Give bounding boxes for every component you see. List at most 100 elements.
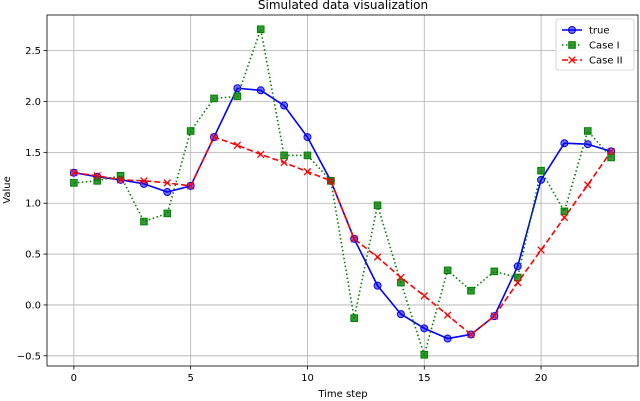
data-point — [140, 217, 148, 226]
data-point — [513, 278, 522, 287]
marker-stroke — [163, 179, 172, 187]
data-point — [280, 151, 288, 160]
data-point — [467, 330, 475, 339]
data-point — [256, 25, 265, 34]
data-point — [560, 139, 569, 148]
data-point — [280, 158, 288, 167]
data-point — [443, 311, 452, 319]
x-tick-label: 10 — [301, 373, 314, 384]
data-point — [327, 177, 335, 185]
data-point — [583, 140, 592, 149]
data-point — [397, 273, 405, 282]
marker-stroke — [210, 133, 218, 141]
data-point — [490, 312, 499, 320]
data-point — [280, 101, 289, 110]
data-point — [373, 281, 382, 290]
legend-marker — [568, 56, 576, 64]
marker-stroke — [584, 181, 592, 189]
chart-title: Simulated data visualization — [258, 0, 428, 12]
marker-stroke — [397, 273, 405, 282]
data-point — [210, 133, 218, 141]
data-point — [467, 286, 475, 295]
marker-stroke — [327, 177, 335, 185]
legend-item: Case II — [562, 56, 623, 67]
x-tick-label: 5 — [187, 373, 193, 384]
data-point — [607, 147, 615, 156]
data-point — [93, 177, 102, 185]
series-1 — [70, 25, 615, 359]
data-point — [70, 179, 78, 187]
data-point — [93, 171, 101, 180]
y-tick-label: 0.0 — [25, 300, 41, 311]
y-tick-label: 0.5 — [25, 250, 41, 261]
marker-stroke — [140, 177, 148, 185]
data-point — [163, 209, 172, 218]
data-point — [303, 133, 312, 142]
x-axis-title: Time step — [317, 389, 367, 400]
series-line — [73, 87, 612, 340]
data-point — [373, 253, 382, 261]
y-tick-label: −0.5 — [17, 351, 41, 362]
data-point — [443, 266, 452, 275]
legend-marker — [568, 26, 576, 34]
data-point — [116, 176, 125, 184]
data-point — [186, 127, 195, 135]
y-tick-label: 2.5 — [25, 46, 41, 57]
series-0 — [69, 84, 616, 343]
data-point — [233, 141, 242, 149]
marker-stroke — [70, 168, 78, 177]
data-point — [584, 181, 592, 189]
marker-stroke — [560, 213, 569, 222]
data-point — [303, 151, 312, 160]
legend: true Case I Case II — [555, 18, 635, 71]
data-point — [350, 314, 358, 322]
series-line — [73, 136, 612, 336]
y-tick-label: 2.0 — [25, 97, 41, 108]
data-point — [583, 127, 592, 135]
marker-stroke — [607, 147, 615, 156]
plot-frame — [46, 14, 639, 367]
data-point — [537, 166, 545, 175]
data-point — [607, 153, 615, 162]
data-point — [373, 201, 382, 210]
data-point — [396, 310, 405, 319]
marker-stroke — [373, 253, 382, 261]
x-tick-label: 15 — [418, 373, 431, 384]
data-point — [560, 207, 569, 216]
legend-item: true — [562, 26, 610, 37]
axis-ticks: 0 5 10 15 20 −0.5 0.0 0.5 1.0 1.5 2.0 2.5 — [17, 46, 548, 384]
marker-stroke — [420, 292, 429, 300]
legend-label: true — [589, 26, 610, 37]
legend-marker — [568, 41, 576, 49]
x-tick-label: 0 — [71, 373, 77, 384]
data-point — [537, 175, 546, 184]
grid — [47, 15, 638, 366]
data-point — [186, 182, 195, 190]
data-point — [513, 262, 522, 271]
legend-label: Case II — [589, 56, 623, 67]
data-point — [560, 213, 569, 222]
data-point — [397, 278, 405, 287]
marker-stroke — [116, 176, 125, 184]
marker-stroke — [350, 235, 358, 243]
marker-stroke — [256, 150, 265, 159]
marker-stroke — [280, 158, 288, 167]
data-point — [210, 94, 218, 103]
marker-stroke — [443, 311, 452, 319]
data-point — [420, 324, 429, 333]
data-point — [443, 334, 452, 343]
data-point — [163, 188, 172, 197]
y-tick-label: 1.0 — [25, 199, 41, 210]
data-point — [233, 92, 242, 101]
plot-series — [69, 25, 616, 359]
series-line — [73, 28, 612, 356]
y-axis-title: Value — [2, 176, 13, 203]
marker-stroke — [186, 182, 195, 190]
marker-stroke — [303, 167, 312, 176]
data-point — [140, 177, 148, 185]
data-point — [350, 235, 358, 243]
x-tick-label: 20 — [535, 373, 548, 384]
data-point — [70, 168, 78, 177]
marker-stroke — [490, 312, 499, 320]
